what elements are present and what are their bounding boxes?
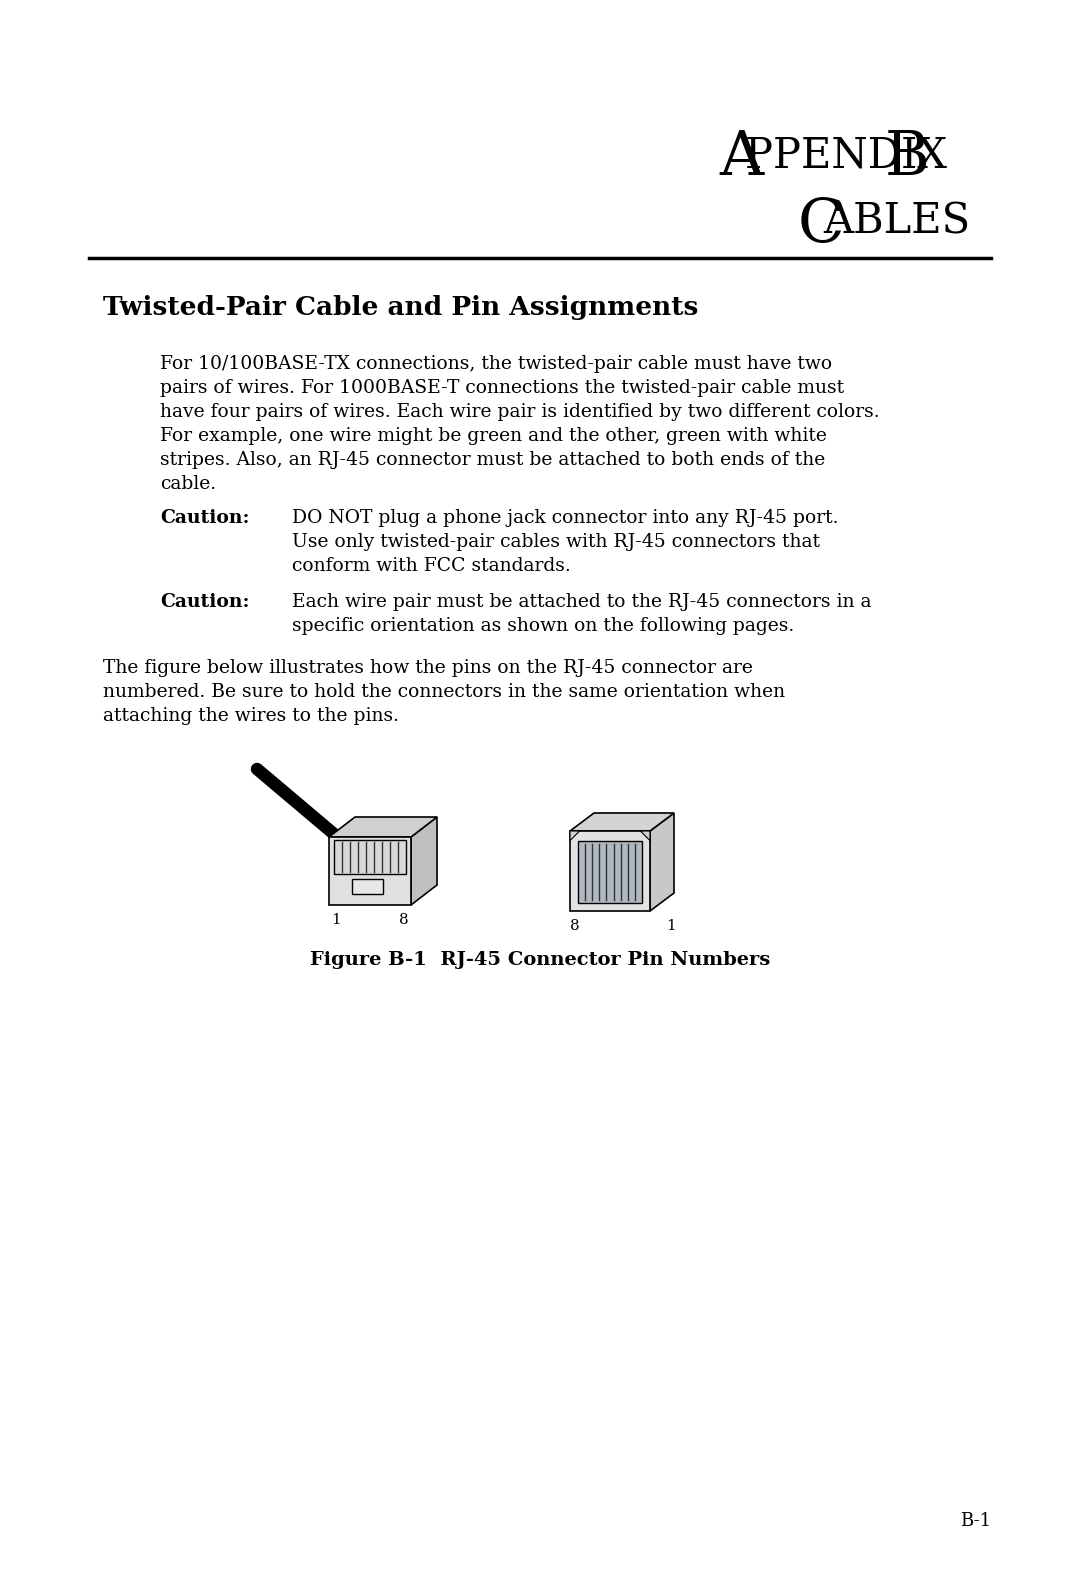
Text: DO NOT plug a phone jack connector into any RJ-45 port.: DO NOT plug a phone jack connector into … — [292, 509, 838, 528]
Polygon shape — [570, 831, 580, 840]
Text: Caution:: Caution: — [160, 509, 249, 528]
Text: B-1: B-1 — [960, 1512, 991, 1531]
Bar — [329, 837, 411, 904]
Text: 8: 8 — [400, 914, 409, 926]
Text: The figure below illustrates how the pins on the RJ-45 connector are: The figure below illustrates how the pin… — [103, 659, 753, 677]
Text: numbered. Be sure to hold the connectors in the same orientation when: numbered. Be sure to hold the connectors… — [103, 683, 785, 700]
Text: ABLES: ABLES — [823, 201, 970, 243]
Text: B: B — [885, 129, 930, 188]
Text: Twisted-Pair Cable and Pin Assignments: Twisted-Pair Cable and Pin Assignments — [103, 295, 698, 320]
Text: Use only twisted-pair cables with RJ-45 connectors that: Use only twisted-pair cables with RJ-45 … — [292, 532, 820, 551]
Text: 1: 1 — [666, 918, 676, 933]
Polygon shape — [570, 813, 674, 831]
Text: C: C — [797, 195, 845, 254]
Text: attaching the wires to the pins.: attaching the wires to the pins. — [103, 706, 399, 725]
Text: For example, one wire might be green and the other, green with white: For example, one wire might be green and… — [160, 427, 826, 444]
Text: specific orientation as shown on the following pages.: specific orientation as shown on the fol… — [292, 617, 794, 634]
Text: A: A — [719, 129, 764, 188]
Text: Figure B-1  RJ-45 Connector Pin Numbers: Figure B-1 RJ-45 Connector Pin Numbers — [310, 951, 770, 969]
Text: conform with FCC standards.: conform with FCC standards. — [292, 557, 570, 575]
Text: stripes. Also, an RJ-45 connector must be attached to both ends of the: stripes. Also, an RJ-45 connector must b… — [160, 451, 825, 469]
Text: pairs of wires. For 1000BASE-T connections the twisted-pair cable must: pairs of wires. For 1000BASE-T connectio… — [160, 378, 843, 397]
Text: Caution:: Caution: — [160, 593, 249, 611]
Bar — [570, 831, 650, 911]
Polygon shape — [329, 816, 437, 837]
Bar — [334, 840, 406, 874]
Bar — [578, 840, 642, 903]
Text: For 10/100BASE-TX connections, the twisted-pair cable must have two: For 10/100BASE-TX connections, the twist… — [160, 355, 832, 374]
Text: cable.: cable. — [160, 476, 216, 493]
Bar — [352, 879, 383, 895]
Text: Each wire pair must be attached to the RJ-45 connectors in a: Each wire pair must be attached to the R… — [292, 593, 872, 611]
Text: 1: 1 — [330, 914, 341, 926]
Polygon shape — [640, 831, 650, 840]
Text: PPENDIX: PPENDIX — [745, 133, 960, 176]
Text: have four pairs of wires. Each wire pair is identified by two different colors.: have four pairs of wires. Each wire pair… — [160, 403, 879, 421]
Text: 8: 8 — [570, 918, 580, 933]
Polygon shape — [650, 813, 674, 911]
Polygon shape — [411, 816, 437, 904]
